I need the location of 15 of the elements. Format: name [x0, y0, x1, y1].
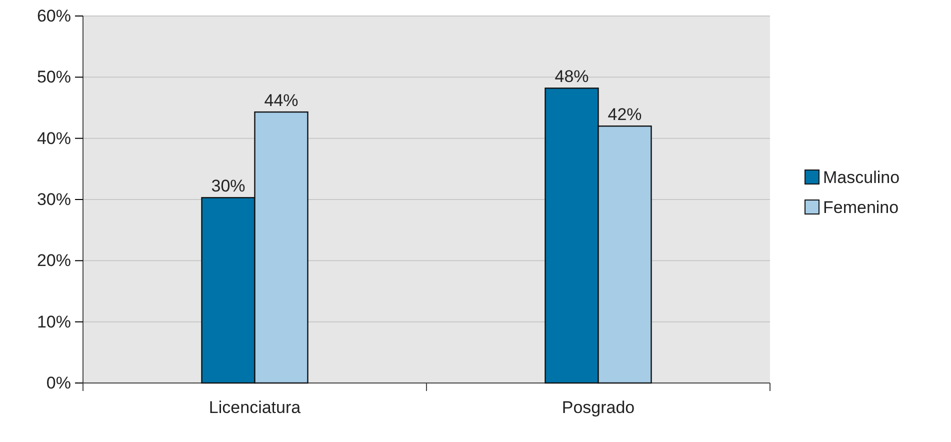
x-tick-label: Licenciatura: [208, 398, 302, 418]
data-label: 48%: [554, 67, 589, 86]
y-tick-label: 50%: [36, 68, 71, 87]
x-tick-label: Posgrado: [562, 398, 635, 418]
y-tick-label: 40%: [36, 128, 71, 148]
y-tick-label: 30%: [36, 190, 71, 209]
y-tick-label: 10%: [36, 312, 71, 332]
y-tick-label: 60%: [36, 6, 71, 26]
data-label: 30%: [211, 176, 246, 196]
y-tick-label: 0%: [46, 373, 71, 392]
y-tick-label: 20%: [36, 251, 71, 270]
legend-label: Femenino: [823, 198, 899, 217]
legend-label: Masculino: [823, 168, 900, 187]
data-label: 42%: [608, 105, 642, 124]
data-label: 44%: [264, 91, 298, 110]
